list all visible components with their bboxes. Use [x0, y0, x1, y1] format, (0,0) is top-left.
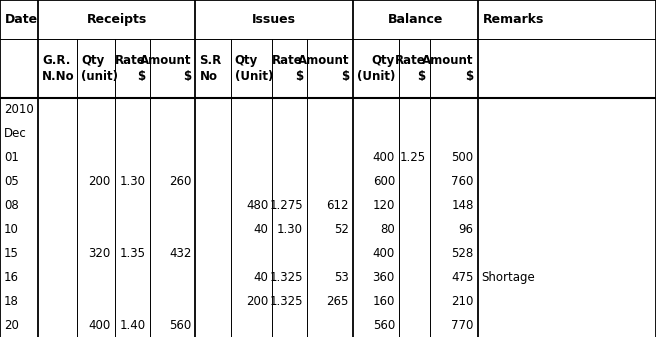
Text: 148: 148: [451, 199, 474, 212]
Text: 432: 432: [169, 247, 192, 260]
Text: 20: 20: [4, 318, 19, 332]
Text: S.R
No: S.R No: [199, 54, 222, 83]
Text: 2010: 2010: [4, 103, 33, 116]
Text: 260: 260: [169, 175, 192, 188]
Text: Qty
(Unit): Qty (Unit): [235, 54, 273, 83]
Text: Balance: Balance: [388, 13, 443, 26]
Text: 1.325: 1.325: [270, 271, 303, 284]
Text: 1.30: 1.30: [277, 223, 303, 236]
Text: Shortage: Shortage: [482, 271, 535, 284]
Text: 1.325: 1.325: [270, 295, 303, 308]
Text: Rate
$: Rate $: [115, 54, 146, 83]
Text: 18: 18: [4, 295, 19, 308]
Text: 400: 400: [373, 151, 395, 164]
Text: 480: 480: [246, 199, 268, 212]
Text: 475: 475: [451, 271, 474, 284]
Text: 40: 40: [253, 223, 268, 236]
Text: 320: 320: [89, 247, 111, 260]
Text: 400: 400: [89, 318, 111, 332]
Text: 560: 560: [373, 318, 395, 332]
Text: 400: 400: [373, 247, 395, 260]
Text: Qty
(unit): Qty (unit): [81, 54, 118, 83]
Text: Amount
$: Amount $: [297, 54, 349, 83]
Text: 120: 120: [373, 199, 395, 212]
Text: 1.275: 1.275: [270, 199, 303, 212]
Text: 360: 360: [373, 271, 395, 284]
Text: 08: 08: [4, 199, 18, 212]
Text: 265: 265: [327, 295, 349, 308]
Text: 1.35: 1.35: [119, 247, 146, 260]
Text: Receipts: Receipts: [87, 13, 147, 26]
Text: Remarks: Remarks: [483, 13, 544, 26]
Text: 600: 600: [373, 175, 395, 188]
Text: 612: 612: [327, 199, 349, 212]
Text: 760: 760: [451, 175, 474, 188]
Text: 770: 770: [451, 318, 474, 332]
Text: 1.40: 1.40: [119, 318, 146, 332]
Text: 560: 560: [169, 318, 192, 332]
Text: 40: 40: [253, 271, 268, 284]
Text: 528: 528: [451, 247, 474, 260]
Text: Issues: Issues: [252, 13, 297, 26]
Text: 210: 210: [451, 295, 474, 308]
Text: 1.30: 1.30: [119, 175, 146, 188]
Text: 160: 160: [373, 295, 395, 308]
Text: Amount
$: Amount $: [140, 54, 192, 83]
Text: 05: 05: [4, 175, 18, 188]
Text: 80: 80: [380, 223, 395, 236]
Text: 1.25: 1.25: [400, 151, 426, 164]
Text: 200: 200: [89, 175, 111, 188]
Text: 52: 52: [334, 223, 349, 236]
Text: 16: 16: [4, 271, 19, 284]
Text: Amount
$: Amount $: [422, 54, 474, 83]
Text: 01: 01: [4, 151, 19, 164]
Text: 96: 96: [459, 223, 474, 236]
Text: 15: 15: [4, 247, 19, 260]
Text: 53: 53: [335, 271, 349, 284]
Text: Dec: Dec: [4, 127, 27, 140]
Text: Rate
$: Rate $: [272, 54, 303, 83]
Text: Qty
(Unit): Qty (Unit): [357, 54, 395, 83]
Text: G.R.
N.No: G.R. N.No: [42, 54, 75, 83]
Text: 500: 500: [451, 151, 474, 164]
Text: 10: 10: [4, 223, 19, 236]
Text: 200: 200: [246, 295, 268, 308]
Text: Rate
$: Rate $: [395, 54, 426, 83]
Text: Date: Date: [5, 13, 38, 26]
